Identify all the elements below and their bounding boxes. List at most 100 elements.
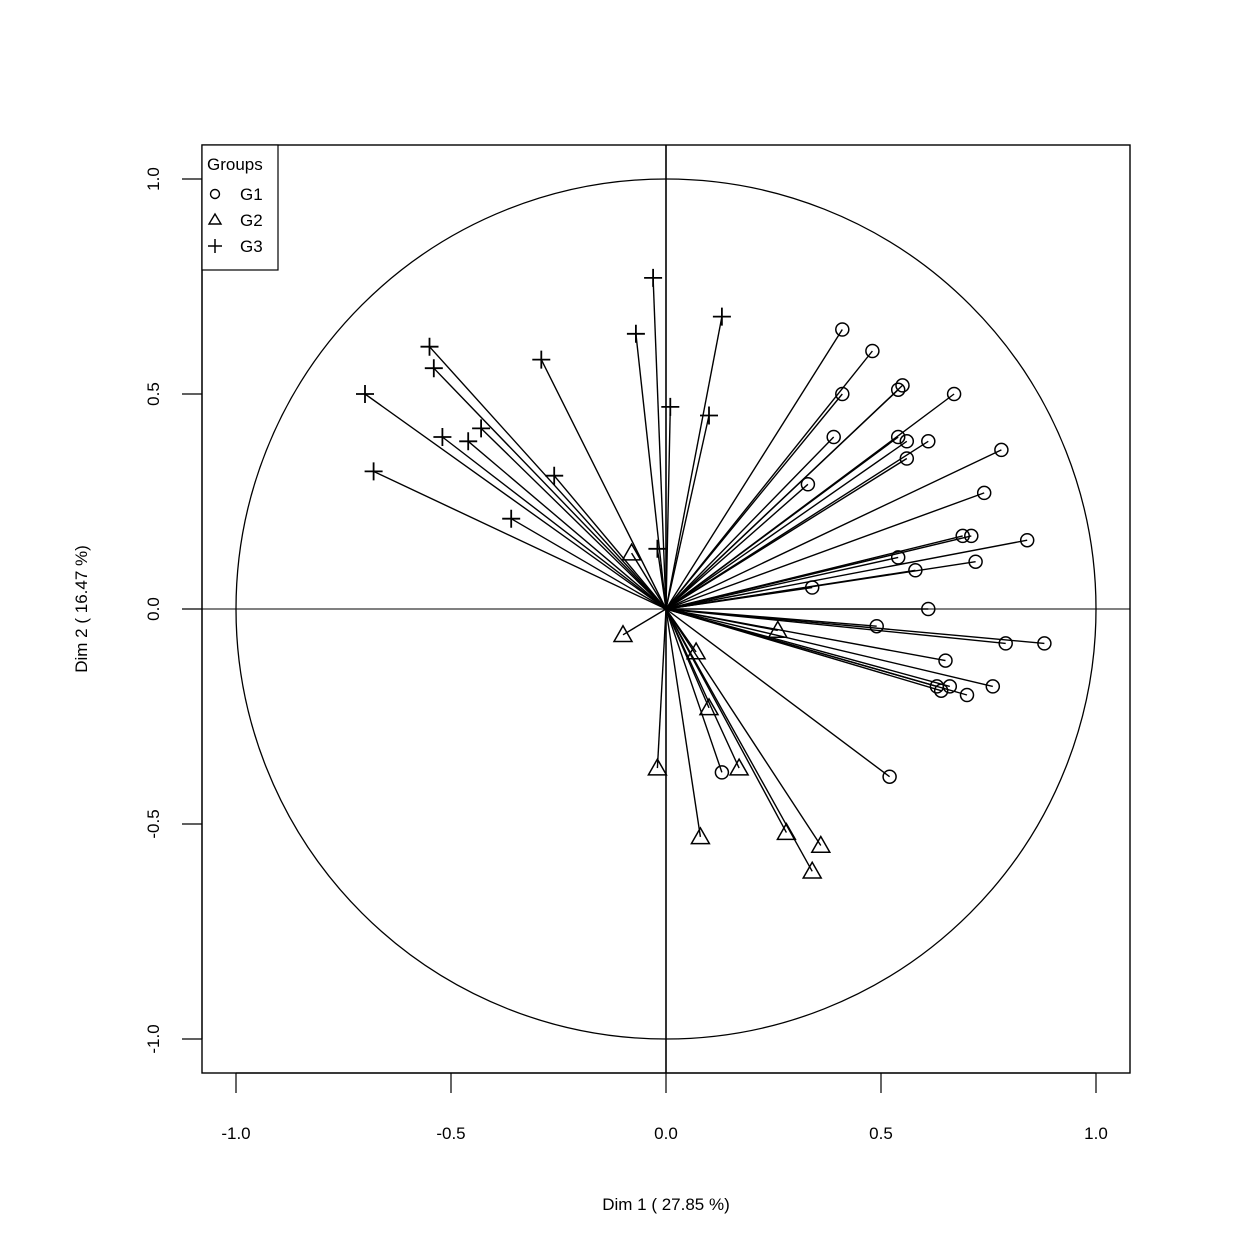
x-tick-label: 0.0 xyxy=(654,1124,678,1143)
g1-point-circle xyxy=(938,653,953,668)
g1-vector xyxy=(665,608,891,778)
g2-vector xyxy=(665,608,778,632)
g3-vector xyxy=(480,427,667,610)
g3-vector xyxy=(364,393,667,610)
g3-point-plus xyxy=(644,268,663,287)
g1-point-circle xyxy=(959,687,975,703)
g3-point-plus xyxy=(712,307,731,326)
g1-point-circle xyxy=(1019,532,1035,548)
g2-vector xyxy=(622,608,667,636)
g1-point-circle xyxy=(899,434,915,449)
g1-point-circle xyxy=(968,554,983,569)
y-tick-label: -0.5 xyxy=(144,809,163,838)
g1-point-circle xyxy=(800,477,816,492)
g2-point-triangle xyxy=(685,641,707,660)
g1-vector xyxy=(665,440,908,610)
g1-point-circle xyxy=(826,429,841,445)
g1-point-circle xyxy=(921,434,936,449)
variable-vectors xyxy=(364,277,1045,872)
g3-point-plus xyxy=(532,350,551,369)
legend-title: Groups xyxy=(207,155,263,174)
x-tick-label: 0.5 xyxy=(869,1124,893,1143)
g3-point-plus xyxy=(433,428,452,446)
g1-vector xyxy=(665,608,1045,645)
g1-point-circle xyxy=(994,442,1009,458)
g2-vector xyxy=(665,608,740,769)
g3-vector xyxy=(656,548,667,610)
y-tick-label: 1.0 xyxy=(144,167,163,191)
g1-point-circle xyxy=(890,382,906,397)
g1-point-circle xyxy=(955,528,970,544)
g1-point-circle xyxy=(895,378,910,393)
g3-vector xyxy=(652,277,667,610)
variable-markers xyxy=(356,268,1052,879)
g1-point-circle xyxy=(865,343,880,359)
legend-label: G3 xyxy=(240,237,263,256)
g2-vector xyxy=(631,552,667,610)
g1-point-circle xyxy=(882,769,897,784)
g2-point-triangle xyxy=(767,619,789,638)
axes: -1.0 -0.5 0.0 0.5 1.0 -1.0 -0.5 0.0 0.5 1.0 xyxy=(144,144,1131,1143)
x-tick-label: 1.0 xyxy=(1084,1124,1108,1143)
g2-point-triangle xyxy=(728,757,750,776)
g1-vector xyxy=(665,535,972,610)
g3-vector xyxy=(433,367,667,610)
g3-point-plus xyxy=(424,359,443,378)
legend-entries: G1 G2 G3 xyxy=(207,185,263,256)
g1-vector xyxy=(665,329,843,610)
g1-point-circle xyxy=(869,618,884,634)
g3-vector xyxy=(665,316,723,610)
g3-vector xyxy=(441,436,667,610)
g1-vector xyxy=(665,457,908,610)
g2-point-triangle xyxy=(776,822,797,841)
g3-vector xyxy=(510,518,667,610)
g1-vector xyxy=(665,608,723,773)
g3-vector xyxy=(373,470,667,610)
g2-point-triangle xyxy=(621,542,642,561)
g2-point-triangle xyxy=(690,826,711,845)
g1-vector xyxy=(665,449,1002,610)
legend-plus-icon xyxy=(208,239,222,253)
g3-point-plus xyxy=(472,419,491,438)
g1-point-circle xyxy=(890,429,906,445)
g3-point-plus xyxy=(700,406,718,425)
g1-point-circle xyxy=(908,563,923,578)
g1-point-circle xyxy=(835,386,850,402)
g3-point-plus xyxy=(648,539,667,558)
g1-vector xyxy=(665,483,809,610)
g3-point-plus xyxy=(502,509,521,528)
g2-point-triangle xyxy=(612,624,634,643)
legend-circle-icon xyxy=(209,188,221,200)
g3-vector xyxy=(467,440,667,610)
y-tick-label: -1.0 xyxy=(144,1024,163,1053)
g2-vector xyxy=(656,608,667,769)
g1-point-circle xyxy=(899,451,915,466)
g2-vector xyxy=(665,608,813,872)
legend-triangle-icon xyxy=(207,212,223,225)
g3-vector xyxy=(553,475,667,610)
g3-point-plus xyxy=(364,462,383,481)
legend-label: G1 xyxy=(240,185,263,204)
g1-vector xyxy=(665,539,1028,610)
x-axis-label: Dim 1 ( 27.85 %) xyxy=(602,1195,730,1214)
legend: Groups G1 G2 G3 xyxy=(201,144,279,271)
g1-point-circle xyxy=(835,322,850,337)
y-tick-label: 0.0 xyxy=(144,597,163,621)
legend-entry-g2: G2 xyxy=(207,211,263,230)
g3-point-plus xyxy=(545,466,564,485)
g1-vector xyxy=(665,586,813,610)
g1-point-circle xyxy=(921,601,936,617)
g1-vector xyxy=(665,556,899,610)
g1-point-circle xyxy=(985,679,1001,694)
legend-entry-g1: G1 xyxy=(209,185,263,204)
g3-point-plus xyxy=(661,397,680,416)
g1-point-circle xyxy=(804,580,820,595)
y-tick-label: 0.5 xyxy=(144,382,163,406)
g2-point-triangle xyxy=(698,697,720,716)
g1-point-circle xyxy=(1037,636,1052,651)
g3-vector xyxy=(665,415,710,610)
g1-point-circle xyxy=(946,386,962,402)
g3-point-plus xyxy=(420,337,439,356)
g1-vector xyxy=(665,608,968,696)
